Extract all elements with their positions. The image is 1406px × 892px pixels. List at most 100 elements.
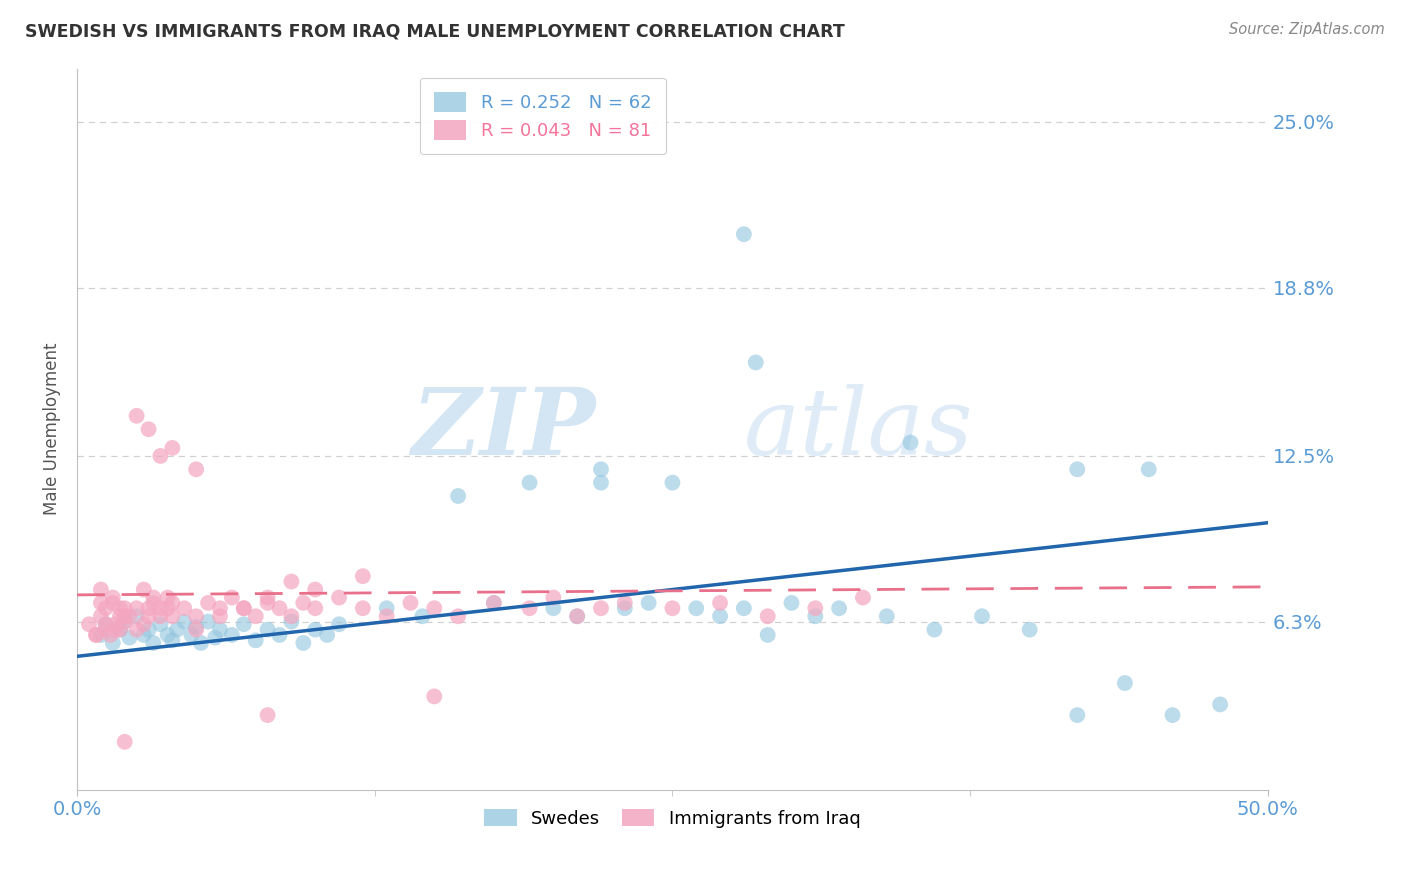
Point xyxy=(114,615,136,629)
Point xyxy=(304,582,326,597)
Point xyxy=(204,631,226,645)
Point xyxy=(108,609,131,624)
Point xyxy=(197,615,219,629)
Point xyxy=(190,636,212,650)
Point xyxy=(423,601,446,615)
Point xyxy=(90,582,112,597)
Point xyxy=(156,601,179,615)
Point xyxy=(828,601,851,615)
Point xyxy=(399,596,422,610)
Point xyxy=(423,690,446,704)
Point xyxy=(256,596,278,610)
Point xyxy=(852,591,875,605)
Point xyxy=(661,601,683,615)
Point xyxy=(186,609,208,624)
Point xyxy=(316,628,339,642)
Point xyxy=(142,636,165,650)
Point xyxy=(269,628,291,642)
Point xyxy=(149,449,172,463)
Point xyxy=(94,617,117,632)
Point xyxy=(162,609,184,624)
Point xyxy=(132,628,155,642)
Point xyxy=(756,609,779,624)
Point xyxy=(733,227,755,242)
Point xyxy=(138,422,160,436)
Point xyxy=(166,623,188,637)
Point xyxy=(173,615,195,629)
Point xyxy=(186,620,208,634)
Point xyxy=(186,623,208,637)
Point xyxy=(970,609,993,624)
Point xyxy=(900,435,922,450)
Point xyxy=(804,601,827,615)
Point xyxy=(186,462,208,476)
Point xyxy=(411,609,433,624)
Text: ZIP: ZIP xyxy=(411,384,595,475)
Point xyxy=(125,409,148,423)
Point xyxy=(149,617,172,632)
Point xyxy=(108,601,131,615)
Point xyxy=(138,601,160,615)
Point xyxy=(375,609,398,624)
Point xyxy=(221,628,243,642)
Point xyxy=(352,569,374,583)
Point xyxy=(1161,708,1184,723)
Point xyxy=(292,596,315,610)
Point xyxy=(101,636,124,650)
Point xyxy=(543,591,565,605)
Point xyxy=(114,609,136,624)
Point xyxy=(125,623,148,637)
Legend: Swedes, Immigrants from Iraq: Swedes, Immigrants from Iraq xyxy=(477,802,868,835)
Point xyxy=(1018,623,1040,637)
Point xyxy=(232,601,254,615)
Point xyxy=(876,609,898,624)
Text: atlas: atlas xyxy=(744,384,973,475)
Point xyxy=(924,623,946,637)
Point xyxy=(108,623,131,637)
Point xyxy=(245,633,267,648)
Text: Source: ZipAtlas.com: Source: ZipAtlas.com xyxy=(1229,22,1385,37)
Point xyxy=(1066,462,1088,476)
Point xyxy=(90,609,112,624)
Point xyxy=(328,591,350,605)
Point xyxy=(482,596,505,610)
Y-axis label: Male Unemployment: Male Unemployment xyxy=(44,343,60,516)
Point xyxy=(100,628,122,642)
Point xyxy=(280,574,302,589)
Point xyxy=(292,636,315,650)
Point xyxy=(162,441,184,455)
Point xyxy=(208,609,231,624)
Point xyxy=(104,617,127,632)
Point xyxy=(125,601,148,615)
Point xyxy=(104,623,127,637)
Point xyxy=(125,609,148,624)
Point xyxy=(519,601,541,615)
Point xyxy=(208,623,231,637)
Point xyxy=(780,596,803,610)
Point xyxy=(142,591,165,605)
Point xyxy=(567,609,589,624)
Point xyxy=(709,596,731,610)
Point xyxy=(685,601,707,615)
Point xyxy=(142,596,165,610)
Point xyxy=(118,631,141,645)
Point xyxy=(156,628,179,642)
Point xyxy=(162,633,184,648)
Point xyxy=(94,601,117,615)
Point xyxy=(613,601,636,615)
Point xyxy=(118,609,141,624)
Point xyxy=(232,601,254,615)
Point xyxy=(232,617,254,632)
Point xyxy=(733,601,755,615)
Point xyxy=(77,617,100,632)
Point xyxy=(138,609,160,624)
Point xyxy=(149,609,172,624)
Point xyxy=(280,615,302,629)
Point xyxy=(84,628,107,642)
Point xyxy=(114,601,136,615)
Point xyxy=(756,628,779,642)
Point xyxy=(375,601,398,615)
Point xyxy=(543,601,565,615)
Point xyxy=(221,591,243,605)
Point xyxy=(101,596,124,610)
